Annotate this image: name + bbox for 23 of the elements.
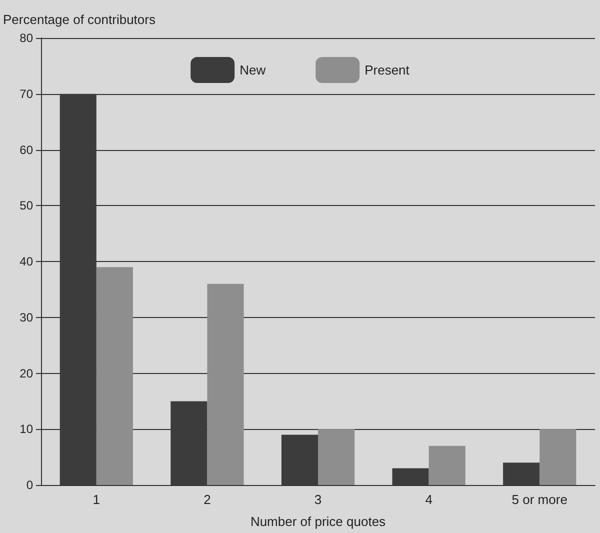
y-tick-label: 20 bbox=[20, 366, 34, 380]
bar bbox=[540, 429, 576, 485]
legend-label: New bbox=[240, 62, 266, 78]
x-tick-label: 2 bbox=[204, 492, 211, 507]
x-axis-title: Number of price quotes bbox=[250, 514, 386, 529]
bar bbox=[207, 284, 244, 485]
y-tick-label: 80 bbox=[20, 31, 34, 45]
x-tick-label: 3 bbox=[314, 492, 322, 507]
x-tick-label: 5 or more bbox=[512, 492, 568, 507]
y-tick-label: 0 bbox=[26, 478, 34, 492]
y-axis-title: Percentage of contributors bbox=[3, 12, 156, 27]
legend-label: Present bbox=[364, 62, 410, 78]
y-tick-label: 40 bbox=[20, 254, 34, 268]
x-tick-label: 1 bbox=[92, 492, 100, 507]
y-tick-label: 30 bbox=[20, 310, 34, 324]
y-tick-label: 50 bbox=[20, 198, 34, 213]
bar bbox=[428, 446, 466, 485]
bar bbox=[96, 267, 133, 485]
y-tick-label: 10 bbox=[20, 422, 34, 436]
x-tick-label: 4 bbox=[425, 492, 432, 507]
bar bbox=[318, 429, 355, 485]
y-tick-label: 60 bbox=[20, 142, 34, 157]
y-tick-label: 70 bbox=[20, 86, 34, 101]
